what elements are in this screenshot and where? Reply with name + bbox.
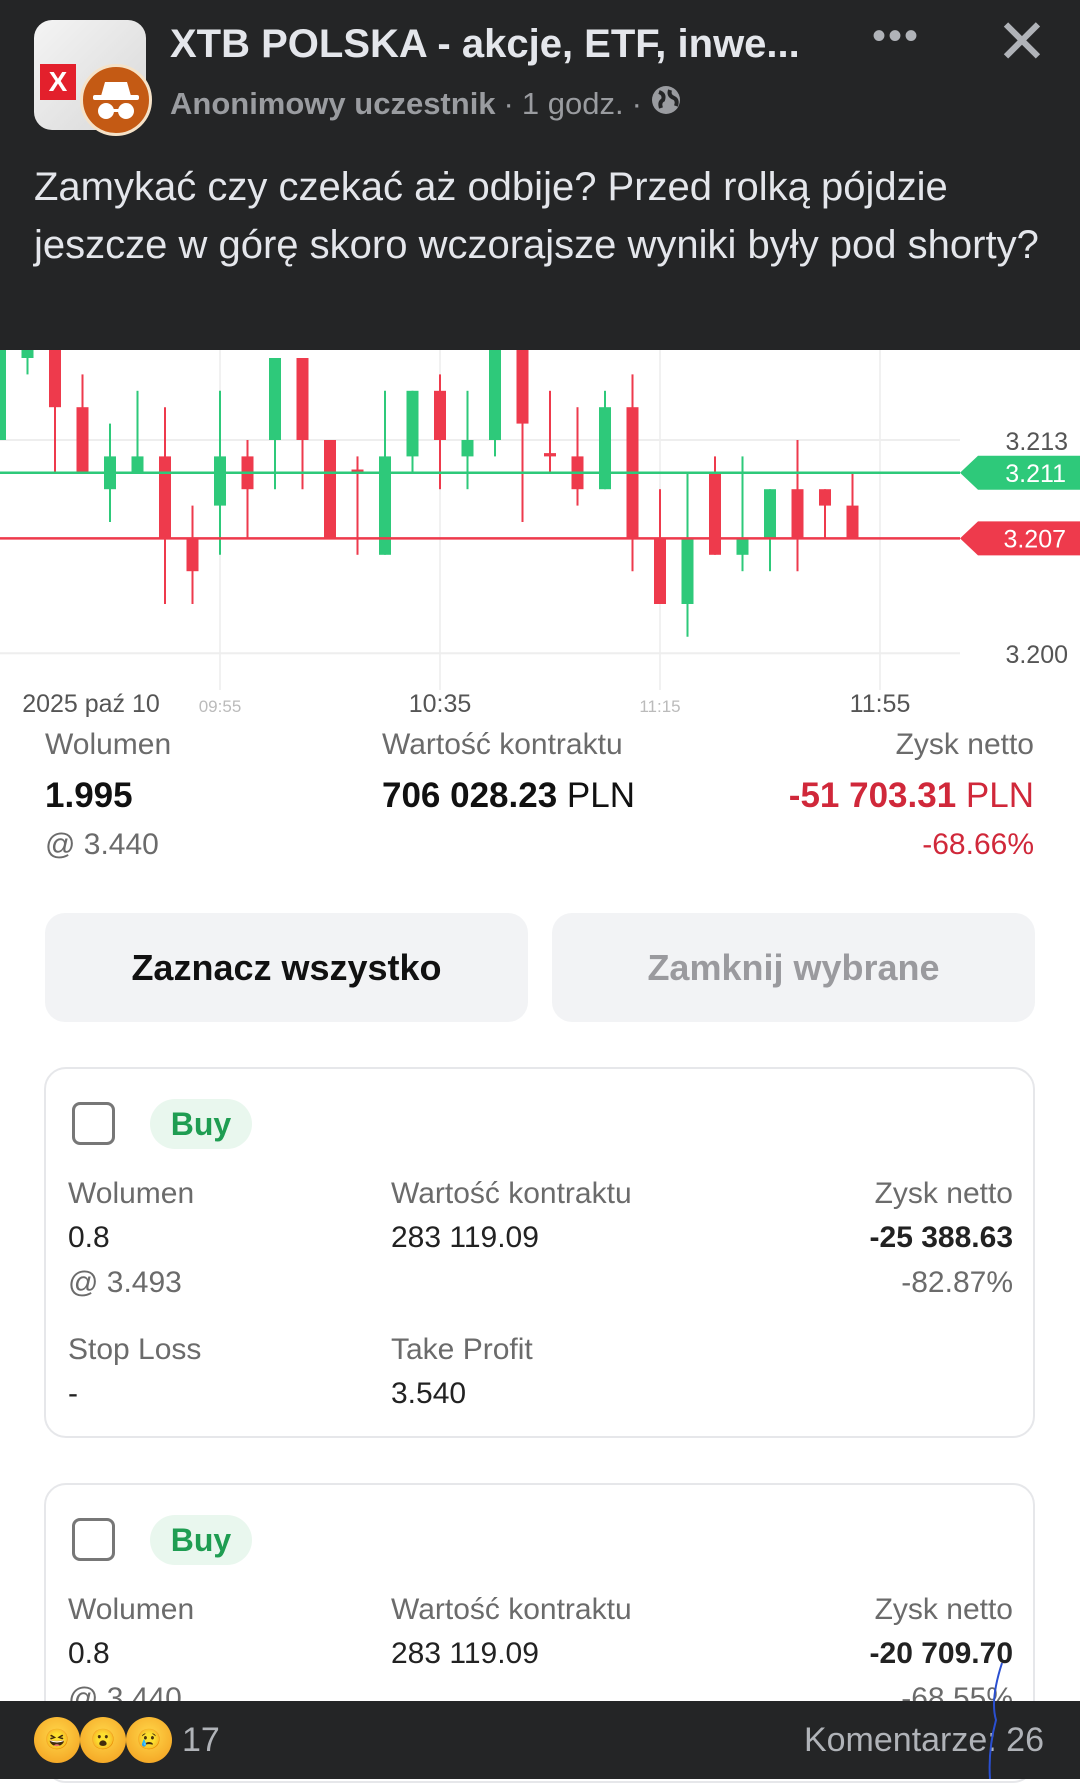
volume-label: Wolumen — [68, 1177, 195, 1210]
summary-profit-label: Zysk netto — [895, 728, 1034, 761]
summary-open-price: @ 3.440 — [45, 828, 159, 861]
side-badge: Buy — [150, 1515, 252, 1565]
side-badge: Buy — [150, 1099, 252, 1149]
post-text: Zamykać czy czekać aż odbije? Przed rolk… — [34, 165, 1039, 267]
position-checkbox[interactable] — [72, 1518, 115, 1561]
price-tag — [960, 521, 1080, 556]
candle-body — [131, 456, 144, 473]
y-tick-label: 3.213 — [1005, 428, 1068, 456]
x-tick-label: 2025 paź 10 — [22, 690, 160, 718]
summary-contract-label: Wartość kontraktu — [382, 728, 623, 761]
sad-reaction-icon[interactable]: 😢 — [126, 1717, 172, 1763]
volume-value: 0.8 — [68, 1637, 110, 1670]
candle-body — [489, 350, 501, 440]
haha-reaction-icon[interactable]: 😆 — [34, 1717, 80, 1763]
volume-value: 0.8 — [68, 1221, 110, 1254]
summary-profit: -51 703.31 PLN — [789, 776, 1034, 816]
candle-body — [544, 453, 556, 457]
currency: PLN — [566, 776, 635, 815]
xtb-logo: X — [40, 64, 76, 100]
candle-body — [791, 489, 804, 539]
contract-value: 283 119.09 — [391, 1637, 539, 1670]
close-icon[interactable]: ✕ — [996, 8, 1048, 77]
contract-label: Wartość kontraktu — [391, 1177, 632, 1210]
candle-body — [846, 505, 859, 539]
candle-body — [214, 456, 226, 506]
post-time[interactable]: 1 godz. — [521, 86, 624, 121]
candle-body — [461, 440, 474, 457]
summary-contract: 706 028.23 PLN — [382, 776, 635, 816]
candle-body — [736, 538, 749, 555]
profit-pct: -82.87% — [901, 1266, 1013, 1299]
select-all-button[interactable]: Zaznacz wszystko — [45, 913, 528, 1022]
candle-body — [379, 456, 391, 555]
candle-body — [681, 538, 694, 604]
open-price: @ 3.493 — [68, 1266, 182, 1299]
anonymous-avatar-icon — [80, 64, 152, 136]
contract-value: 283 119.09 — [391, 1221, 539, 1254]
position-checkbox[interactable] — [72, 1102, 115, 1145]
candle-body — [21, 350, 34, 358]
contract-value: 706 028.23 — [382, 776, 558, 815]
volume-label: Wolumen — [68, 1593, 195, 1626]
candle-body — [0, 350, 6, 440]
profit-value: -51 703.31 — [788, 776, 957, 815]
comments-link[interactable]: Komentarze: 26 — [803, 1721, 1044, 1759]
group-title[interactable]: XTB POLSKA - akcje, ETF, inwe... — [170, 22, 800, 66]
author-name[interactable]: Anonimowy uczestnik — [170, 86, 496, 121]
take-profit-label: Take Profit — [391, 1333, 533, 1366]
candle-body — [406, 390, 419, 457]
summary-profit-pct: -68.66% — [922, 828, 1034, 861]
profit-label: Zysk netto — [874, 1177, 1013, 1210]
price-tag-label: 3.211 — [1005, 460, 1066, 488]
separator: · — [631, 86, 642, 121]
candle-body — [351, 469, 364, 473]
contract-label: Wartość kontraktu — [391, 1593, 632, 1626]
candle-body — [599, 407, 611, 490]
post-meta: Anonimowy uczestnik · 1 godz. · — [170, 84, 682, 124]
candlestick-chart[interactable]: 3.213 3.200 3.211 3.207 — [0, 350, 1080, 690]
candle-body — [516, 350, 529, 424]
post-header: X XTB POLSKA - akcje, ETF, inwe... Anoni… — [0, 0, 1080, 350]
x-tick-label: 10:35 — [408, 690, 472, 718]
wow-reaction-icon[interactable]: 😮 — [80, 1717, 126, 1763]
globe-icon — [650, 84, 682, 124]
more-options-icon[interactable]: ••• — [872, 14, 921, 58]
close-selected-button[interactable]: Zamknij wybrane — [552, 913, 1035, 1022]
position-card: Buy Wolumen Wartość kontraktu Zysk netto… — [44, 1483, 1035, 1783]
profit-value: -20 709.70 — [869, 1637, 1013, 1670]
position-card: Buy Wolumen Wartość kontraktu Zysk netto… — [44, 1067, 1035, 1438]
candle-body — [49, 350, 61, 408]
currency: PLN — [965, 776, 1034, 815]
candle-body — [764, 489, 776, 539]
stop-loss-value: - — [68, 1377, 78, 1410]
candle-body — [434, 390, 446, 440]
price-tag-label: 3.207 — [1003, 525, 1066, 553]
take-profit-value: 3.540 — [391, 1377, 467, 1410]
pen-stroke — [988, 1662, 1003, 1779]
candle-body — [269, 358, 281, 440]
x-tick-label: 11:15 — [639, 697, 681, 716]
candle-body — [76, 407, 89, 473]
profit-value: -25 388.63 — [869, 1221, 1013, 1254]
summary-volume: 1.995 — [45, 776, 133, 815]
summary-volume-label: Wolumen — [45, 728, 172, 761]
post-footer: 😆 😮 😢 17 Komentarze: 26 — [0, 1701, 1080, 1779]
candle-body — [709, 472, 721, 555]
x-tick-label: 09:55 — [198, 697, 242, 716]
candle-body — [324, 440, 336, 539]
x-tick-label: 11:55 — [849, 690, 911, 718]
candle-body — [296, 358, 309, 440]
candle-body — [819, 489, 831, 506]
separator: · — [503, 86, 514, 121]
y-tick-label: 3.200 — [1005, 641, 1068, 669]
stop-loss-label: Stop Loss — [68, 1333, 202, 1366]
candle-body — [654, 538, 666, 604]
price-tag — [960, 455, 1080, 490]
candle-body — [159, 456, 171, 539]
candle-body — [186, 538, 199, 572]
reaction-count[interactable]: 17 — [182, 1721, 220, 1759]
profit-label: Zysk netto — [874, 1593, 1013, 1626]
